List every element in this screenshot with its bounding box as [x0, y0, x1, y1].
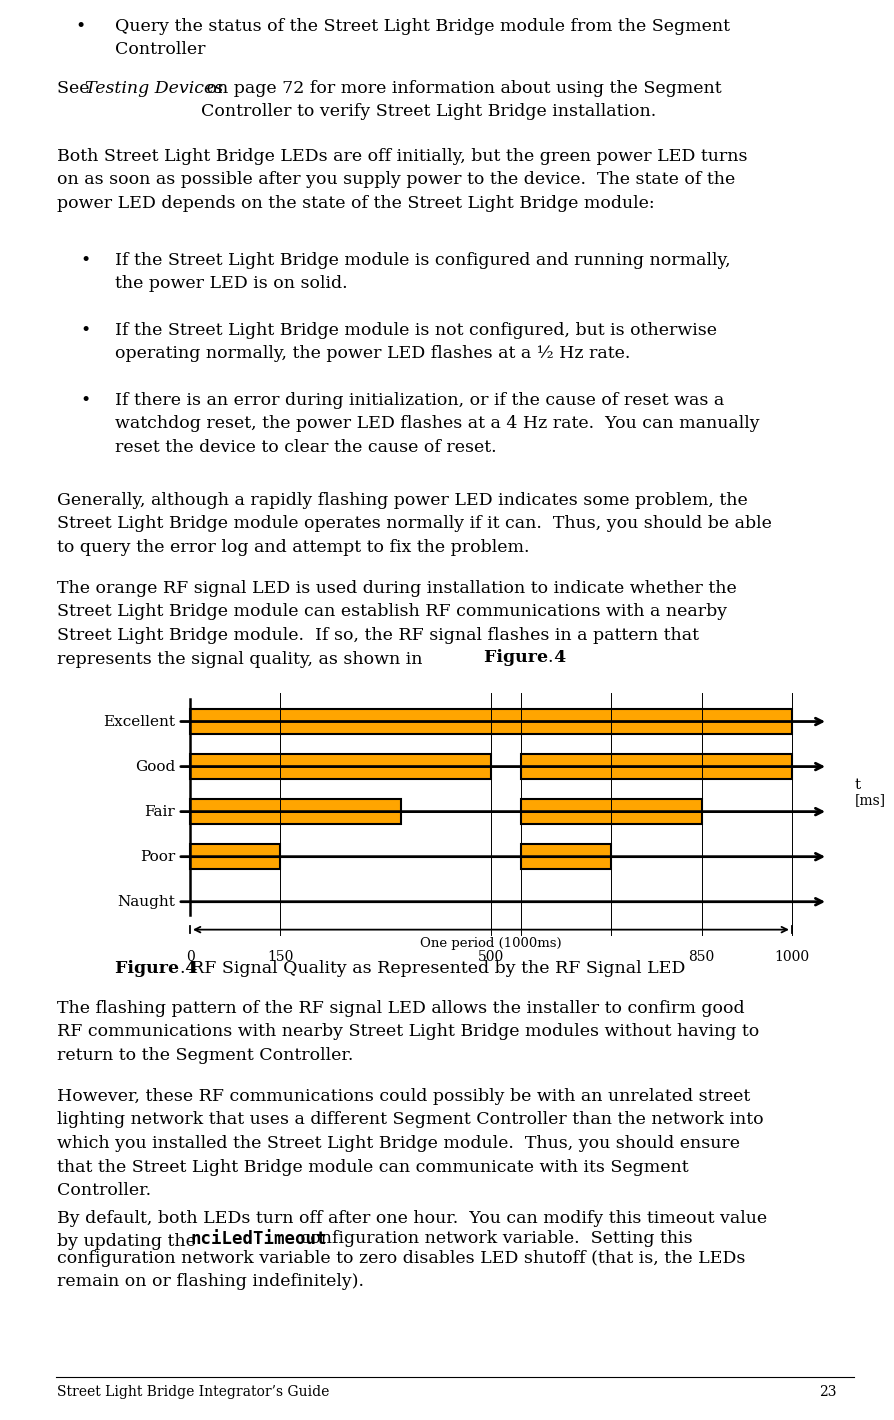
Text: . RF Signal Quality as Represented by the RF Signal LED: . RF Signal Quality as Represented by th… — [180, 960, 686, 977]
Bar — [521, 799, 702, 824]
Text: t: t — [855, 778, 861, 792]
Text: nciLedTimeout: nciLedTimeout — [190, 1230, 326, 1248]
Text: •: • — [80, 392, 90, 409]
Text: •: • — [80, 251, 90, 268]
Text: See: See — [57, 80, 95, 97]
Bar — [190, 709, 792, 734]
Text: By default, both LEDs turn off after one hour.  You can modify this timeout valu: By default, both LEDs turn off after one… — [57, 1210, 767, 1251]
Text: If there is an error during initialization, or if the cause of reset was a
watch: If there is an error during initializati… — [115, 392, 760, 456]
Text: configuration network variable to zero disables LED shutoff (that is, the LEDs
r: configuration network variable to zero d… — [57, 1250, 746, 1291]
Text: 23: 23 — [820, 1384, 837, 1399]
Text: One period (1000ms): One period (1000ms) — [420, 937, 561, 950]
Bar — [521, 754, 792, 780]
Text: Street Light Bridge Integrator’s Guide: Street Light Bridge Integrator’s Guide — [57, 1384, 329, 1399]
Text: Testing Devices: Testing Devices — [85, 80, 224, 97]
Text: Good: Good — [135, 760, 175, 774]
Text: .: . — [547, 649, 552, 666]
Text: The flashing pattern of the RF signal LED allows the installer to confirm good
R: The flashing pattern of the RF signal LE… — [57, 1000, 759, 1064]
Text: If the Street Light Bridge module is not configured, but is otherwise
operating : If the Street Light Bridge module is not… — [115, 322, 717, 362]
Text: on page 72 for more information about using the Segment
Controller to verify Str: on page 72 for more information about us… — [201, 80, 721, 121]
Text: Query the status of the Street Light Bridge module from the Segment
Controller: Query the status of the Street Light Bri… — [115, 18, 730, 58]
Text: Poor: Poor — [139, 849, 175, 863]
Text: Both Street Light Bridge LEDs are off initially, but the green power LED turns
o: Both Street Light Bridge LEDs are off in… — [57, 148, 747, 212]
Bar — [190, 845, 281, 869]
Text: Naught: Naught — [117, 895, 175, 909]
Text: configuration network variable.  Setting this: configuration network variable. Setting … — [295, 1230, 693, 1247]
Text: Figure 4: Figure 4 — [115, 960, 198, 977]
Text: •: • — [75, 18, 85, 36]
Bar — [190, 754, 491, 780]
Text: Excellent: Excellent — [103, 714, 175, 728]
Text: If the Street Light Bridge module is configured and running normally,
the power : If the Street Light Bridge module is con… — [115, 251, 730, 293]
Text: Generally, although a rapidly flashing power LED indicates some problem, the
Str: Generally, although a rapidly flashing p… — [57, 491, 772, 557]
Bar — [521, 845, 611, 869]
Text: [ms]: [ms] — [855, 792, 886, 807]
Text: The orange RF signal LED is used during installation to indicate whether the
Str: The orange RF signal LED is used during … — [57, 579, 737, 667]
Text: Figure 4: Figure 4 — [484, 649, 566, 666]
Text: However, these RF communications could possibly be with an unrelated street
ligh: However, these RF communications could p… — [57, 1088, 763, 1198]
Text: Fair: Fair — [144, 805, 175, 818]
Text: •: • — [80, 322, 90, 339]
Bar — [190, 799, 401, 824]
